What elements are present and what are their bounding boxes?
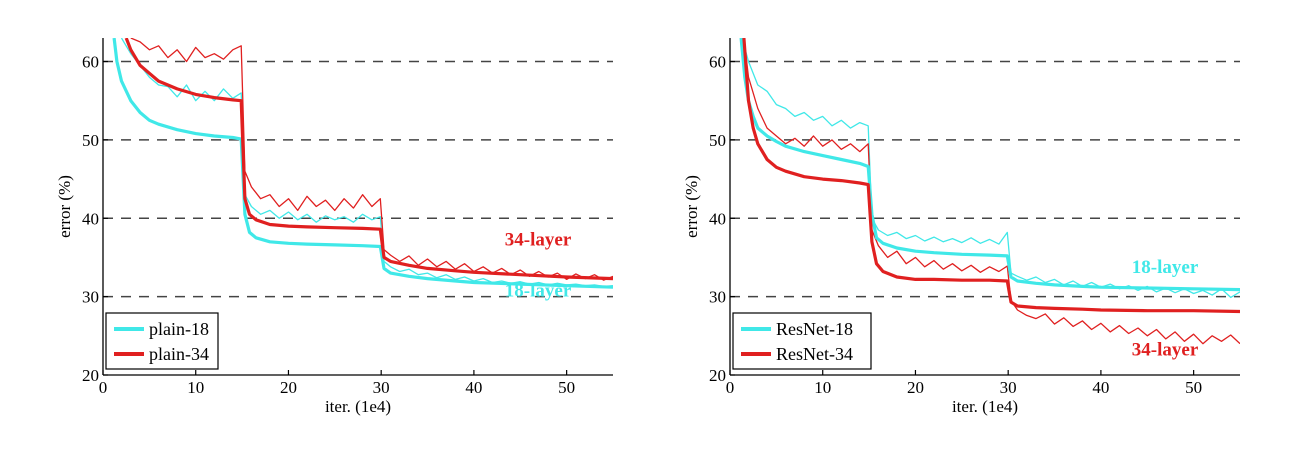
legend-box	[732, 312, 872, 370]
series-line-thick	[739, 38, 1240, 292]
y-tick-label: 20	[709, 366, 726, 385]
x-axis-label: iter. (1e4)	[952, 397, 1018, 416]
plot-area	[112, 38, 613, 289]
series-annotation: 34-layer	[505, 230, 572, 251]
x-tick-label: 30	[373, 378, 390, 397]
series-annotation: 34-layer	[1132, 339, 1199, 360]
series-line-thin	[743, 38, 1240, 345]
x-tick-label: 30	[1000, 378, 1017, 397]
legend-label: plain-34	[149, 344, 209, 364]
x-tick-label: 40	[1092, 378, 1109, 397]
x-tick-label: 0	[726, 378, 735, 397]
x-tick-label: 10	[814, 378, 831, 397]
legend-label: ResNet-34	[776, 344, 853, 364]
x-tick-label: 50	[1185, 378, 1202, 397]
resnet-networks-chart: 20 30 40 50 60 0 10 20 30 40 50 iter. (1e4) error (%…	[682, 38, 1240, 416]
y-tick-label: 60	[709, 53, 726, 72]
x-tick-label: 20	[907, 378, 924, 397]
x-tick-label: 0	[99, 378, 108, 397]
series-annotation: 18-layer	[505, 281, 572, 302]
legend: plain-18 plain-34	[105, 312, 219, 370]
series-line-thick	[742, 38, 1240, 314]
y-tick-label: 40	[82, 209, 99, 228]
x-tick-label: 20	[280, 378, 297, 397]
series-line-thin	[741, 38, 1240, 299]
y-tick-label: 60	[82, 53, 99, 72]
legend-label: ResNet-18	[776, 319, 853, 339]
series-line-thick	[124, 38, 613, 281]
y-axis-label: error (%)	[682, 175, 701, 238]
x-tick-label: 50	[558, 378, 575, 397]
y-tick-label: 30	[709, 288, 726, 307]
plot-area	[739, 38, 1240, 345]
series-line-thick	[112, 38, 613, 289]
y-tick-label: 50	[709, 131, 726, 150]
y-tick-label: 40	[709, 209, 726, 228]
x-tick-label: 10	[187, 378, 204, 397]
y-axis-label: error (%)	[55, 175, 74, 238]
plain-networks-chart: 20 30 40 50 60 0 10 20 30 40 50 iter. (1e4) error (%…	[55, 38, 613, 416]
y-tick-label: 20	[82, 366, 99, 385]
x-tick-label: 40	[465, 378, 482, 397]
legend-box	[105, 312, 219, 370]
legend: ResNet-18 ResNet-34	[732, 312, 872, 370]
legend-label: plain-18	[149, 319, 209, 339]
series-annotation: 18-layer	[1132, 257, 1199, 278]
y-tick-label: 50	[82, 131, 99, 150]
x-axis-label: iter. (1e4)	[325, 397, 391, 416]
y-tick-label: 30	[82, 288, 99, 307]
